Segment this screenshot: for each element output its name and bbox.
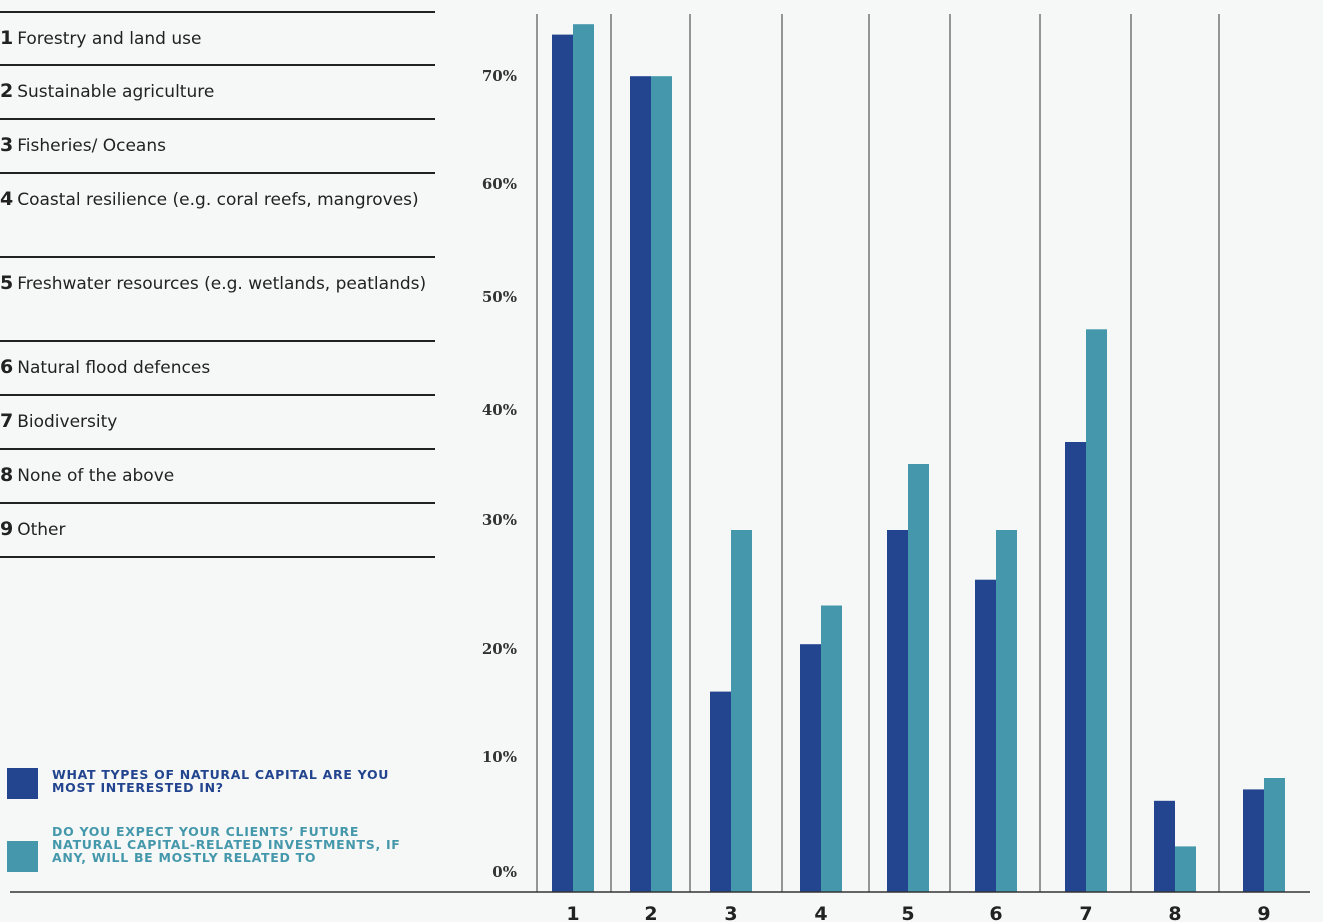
legend-label: WHAT TYPES OF NATURAL CAPITAL ARE YOU MO… (52, 767, 390, 795)
x-tick-label: 5 (901, 903, 914, 922)
category-label: Sustainable agriculture (17, 82, 215, 102)
category-number: 9 (0, 518, 14, 540)
category-label: Forestry and land use (17, 29, 202, 49)
y-tick-label: 20% (482, 640, 517, 658)
y-tick-label: 0% (492, 863, 517, 881)
category-label: None of the above (17, 466, 175, 486)
category-number: 4 (0, 188, 14, 210)
x-tick-label: 1 (566, 903, 579, 922)
category-label: Biodiversity (17, 412, 118, 432)
category-number: 2 (0, 80, 14, 102)
bar-1-cat-2 (630, 76, 651, 892)
bar-2-cat-5 (908, 464, 929, 892)
bar-2-cat-2 (651, 76, 672, 892)
x-tick-label: 2 (644, 903, 657, 922)
bar-1-cat-9 (1243, 789, 1264, 892)
category-number: 3 (0, 134, 14, 156)
y-tick-label: 30% (482, 511, 517, 529)
bar-2-cat-7 (1086, 329, 1107, 892)
category-item-6: 6 Natural flood defences (0, 340, 435, 379)
category-number: 6 (0, 356, 14, 378)
legend-label: DO YOU EXPECT YOUR CLIENTS’ FUTURE NATUR… (52, 824, 401, 865)
category-item-4: 4 Coastal resilience (e.g. coral reefs, m… (0, 172, 435, 211)
bar-2-cat-3 (731, 530, 752, 892)
bar-1-cat-7 (1065, 442, 1086, 892)
y-tick-label: 10% (482, 748, 517, 766)
category-label: Coastal resilience (e.g. coral reefs, ma… (17, 190, 419, 210)
x-tick-label: 9 (1257, 903, 1270, 922)
bar-1-cat-3 (710, 691, 731, 892)
category-item-3: 3 Fisheries/ Oceans (0, 118, 435, 157)
y-tick-label: 50% (482, 288, 517, 306)
category-label: Fisheries/ Oceans (17, 136, 166, 156)
category-label: Natural flood defences (17, 358, 211, 378)
bar-2-cat-6 (996, 530, 1017, 892)
category-label: Other (17, 520, 66, 540)
bar-1-cat-1 (552, 34, 573, 893)
y-tick-label: 60% (482, 175, 517, 193)
y-tick-label: 70% (482, 67, 517, 85)
list-divider (0, 556, 435, 558)
bar-1-cat-5 (887, 530, 908, 892)
category-number: 8 (0, 464, 14, 486)
category-item-7: 7 Biodiversity (0, 394, 435, 433)
category-item-5: 5 Freshwater resources (e.g. wetlands, pe… (0, 256, 435, 295)
category-item-8: 8 None of the above (0, 448, 435, 487)
category-label: Freshwater resources (e.g. wetlands, pea… (17, 274, 427, 294)
bar-2-cat-9 (1264, 778, 1285, 892)
bar-1-cat-8 (1154, 800, 1175, 892)
x-tick-label: 8 (1168, 903, 1181, 922)
bar-1-cat-6 (975, 579, 996, 892)
bar-2-cat-4 (821, 605, 842, 892)
category-number: 7 (0, 410, 14, 432)
legend-swatch (7, 768, 38, 799)
legend-swatch (7, 841, 38, 872)
x-tick-label: 6 (989, 903, 1002, 922)
bar-2-cat-1 (573, 24, 594, 892)
category-item-1: 1 Forestry and land use (0, 11, 435, 50)
x-tick-label: 7 (1079, 903, 1092, 922)
category-number: 5 (0, 272, 14, 294)
bar-1-cat-4 (800, 644, 821, 892)
bar-2-cat-8 (1175, 846, 1196, 892)
category-number: 1 (0, 27, 14, 49)
y-tick-label: 40% (482, 401, 517, 419)
x-tick-label: 4 (814, 903, 827, 922)
x-tick-label: 3 (724, 903, 737, 922)
category-item-2: 2 Sustainable agriculture (0, 64, 435, 103)
category-item-9: 9 Other (0, 502, 435, 541)
